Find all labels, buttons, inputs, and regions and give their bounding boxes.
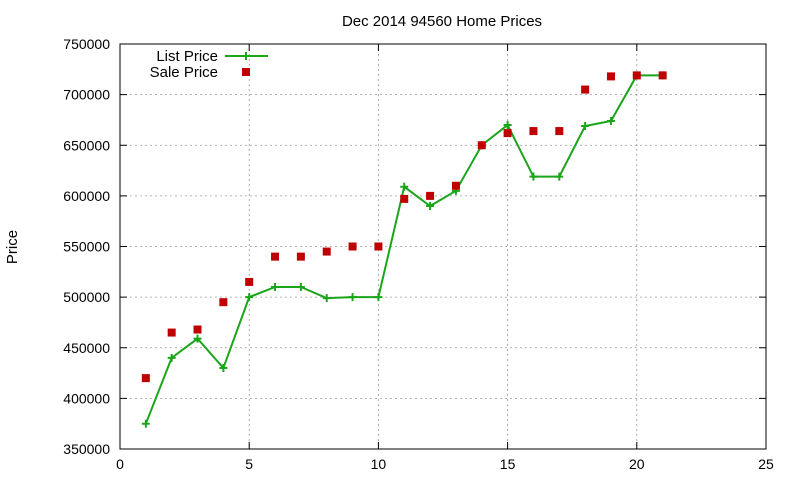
x-tick-label: 15 — [500, 456, 516, 472]
sale-price-point — [426, 191, 435, 200]
x-tick-label: 5 — [245, 456, 253, 472]
y-tick-label: 600000 — [63, 188, 110, 204]
list-price-point — [193, 334, 202, 343]
sale-price-point — [555, 127, 564, 136]
sale-price-point — [581, 85, 590, 94]
sale-price-point — [529, 127, 538, 136]
x-tick-label: 0 — [116, 456, 124, 472]
legend-marker-sale-price — [242, 68, 250, 76]
sale-price-point — [400, 194, 409, 203]
series-layer — [141, 71, 667, 428]
list-price-point — [245, 293, 254, 302]
y-tick-label: 500000 — [63, 289, 110, 305]
list-price-point — [426, 202, 435, 210]
x-tick-label: 10 — [371, 456, 387, 472]
list-price-point — [348, 293, 357, 302]
plot-frame — [119, 43, 767, 450]
list-price-point — [400, 182, 409, 191]
list-price-point — [219, 364, 228, 372]
list-price-point — [141, 419, 150, 428]
sale-price-point — [348, 242, 357, 251]
sale-price-point — [658, 71, 667, 80]
sale-price-point — [141, 374, 150, 383]
sale-price-point — [322, 247, 331, 256]
y-tick-label: 450000 — [63, 340, 110, 356]
y-tick-label: 750000 — [63, 36, 110, 52]
sale-price-point — [503, 129, 512, 138]
y-tick-label: 650000 — [63, 137, 110, 153]
sale-price-point — [193, 325, 202, 334]
legend-label-list-price: List Price — [156, 48, 218, 65]
sale-price-point — [632, 71, 641, 80]
legend-label-sale-price: Sale Price — [150, 64, 218, 81]
ticks: 0 5 10 15 20 25 350000 400000 450000 500000 550000… — [63, 36, 774, 472]
sale-price-point — [167, 328, 176, 337]
list-price-point — [555, 172, 564, 181]
list-price-point — [374, 293, 383, 302]
list-price-point — [606, 116, 615, 125]
grid — [120, 44, 766, 449]
sale-price-point — [477, 141, 486, 150]
sale-price-point — [271, 252, 280, 261]
sale-price-point — [245, 277, 254, 286]
y-tick-label: 700000 — [63, 87, 110, 103]
list-price-point — [271, 283, 280, 291]
sale-price-point — [374, 242, 383, 251]
y-axis-label: Price — [4, 230, 21, 264]
sale-price-point — [219, 298, 228, 307]
y-tick-label: 550000 — [63, 239, 110, 255]
list-price-point — [167, 353, 176, 362]
x-tick-label: 25 — [758, 456, 774, 472]
list-price-point — [529, 172, 538, 181]
list-price-point — [503, 121, 512, 129]
y-tick-label: 350000 — [63, 441, 110, 457]
sale-price-point — [451, 181, 460, 190]
x-tick-label: 20 — [629, 456, 645, 472]
legend: List Price Sale Price — [150, 48, 268, 81]
y-tick-label: 400000 — [63, 390, 110, 406]
chart-title: Dec 2014 94560 Home Prices — [342, 13, 542, 30]
legend-marker-list-price — [242, 52, 250, 60]
list-price-point — [581, 122, 590, 131]
list-price-point — [322, 294, 331, 303]
sale-price-point — [606, 72, 615, 81]
sale-price-point — [296, 252, 305, 261]
list-price-point — [296, 283, 305, 291]
